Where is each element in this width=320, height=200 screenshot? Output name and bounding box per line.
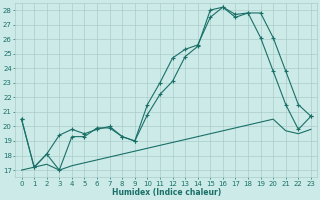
X-axis label: Humidex (Indice chaleur): Humidex (Indice chaleur) xyxy=(112,188,221,197)
